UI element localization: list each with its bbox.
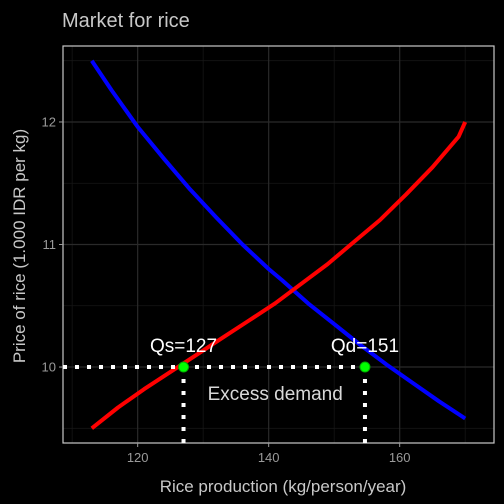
point-marker — [178, 361, 190, 373]
x-tick-label: 160 — [389, 450, 411, 465]
supply-curve — [90, 121, 468, 430]
series-layer — [90, 59, 468, 430]
point-label: Qd=151 — [331, 336, 399, 357]
equilibrium-points — [178, 361, 371, 373]
grid — [63, 46, 494, 443]
x-axis-ticks: 120 140 160 — [127, 443, 411, 465]
point-label: Qs=127 — [150, 336, 217, 357]
annotations: Qs=127 Qd=151 Excess demand — [150, 336, 399, 405]
x-axis-title: Rice production (kg/person/year) — [160, 477, 407, 496]
y-tick-label: 11 — [43, 237, 57, 252]
guide-lines — [63, 365, 367, 443]
y-tick-label: 10 — [42, 360, 56, 375]
demand-curve — [90, 59, 467, 421]
y-tick-label: 12 — [42, 114, 56, 129]
y-axis-ticks: 10 11 12 — [42, 114, 63, 375]
y-axis-title: Price of rice (1.000 IDR per kg) — [10, 129, 29, 363]
x-tick-label: 140 — [258, 450, 280, 465]
x-tick-label: 120 — [127, 450, 149, 465]
chart-title: Market for rice — [62, 10, 190, 32]
point-marker — [359, 361, 371, 373]
region-label: Excess demand — [208, 384, 343, 405]
